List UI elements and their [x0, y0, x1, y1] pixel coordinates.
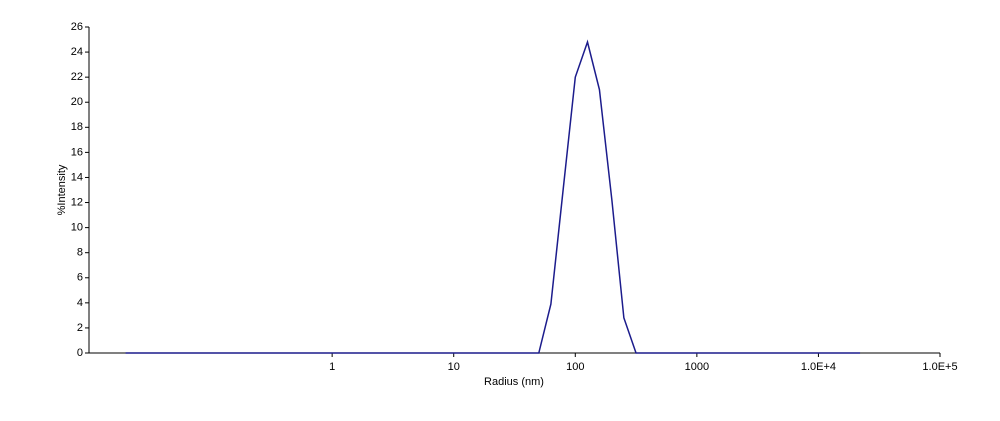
y-tick-label: 8 [77, 247, 83, 259]
x-tick-label: 1.0E+4 [801, 361, 836, 373]
x-tick-label: 10 [448, 361, 460, 373]
y-tick-label: 22 [71, 71, 83, 83]
x-tick-label: 1.0E+5 [922, 361, 957, 373]
x-tick-label: 100 [566, 361, 584, 373]
y-tick-label: 12 [71, 196, 83, 208]
x-tick-label: 1000 [685, 361, 709, 373]
x-axis-label: Radius (nm) [484, 376, 544, 388]
x-tick-label: 1 [329, 361, 335, 373]
y-tick-label: 20 [71, 96, 83, 108]
y-tick-label: 2 [77, 322, 83, 334]
y-tick-label: 18 [71, 121, 83, 133]
y-axis-label: %Intensity [56, 164, 68, 215]
y-tick-label: 4 [77, 297, 83, 309]
y-tick-label: 16 [71, 146, 83, 158]
y-tick-label: 6 [77, 272, 83, 284]
y-tick-label: 24 [71, 46, 83, 58]
data-line [125, 39, 861, 354]
y-tick-label: 26 [71, 21, 83, 33]
y-tick-label: 14 [71, 171, 83, 183]
y-tick-label: 0 [77, 347, 83, 359]
y-tick-label: 10 [71, 222, 83, 234]
